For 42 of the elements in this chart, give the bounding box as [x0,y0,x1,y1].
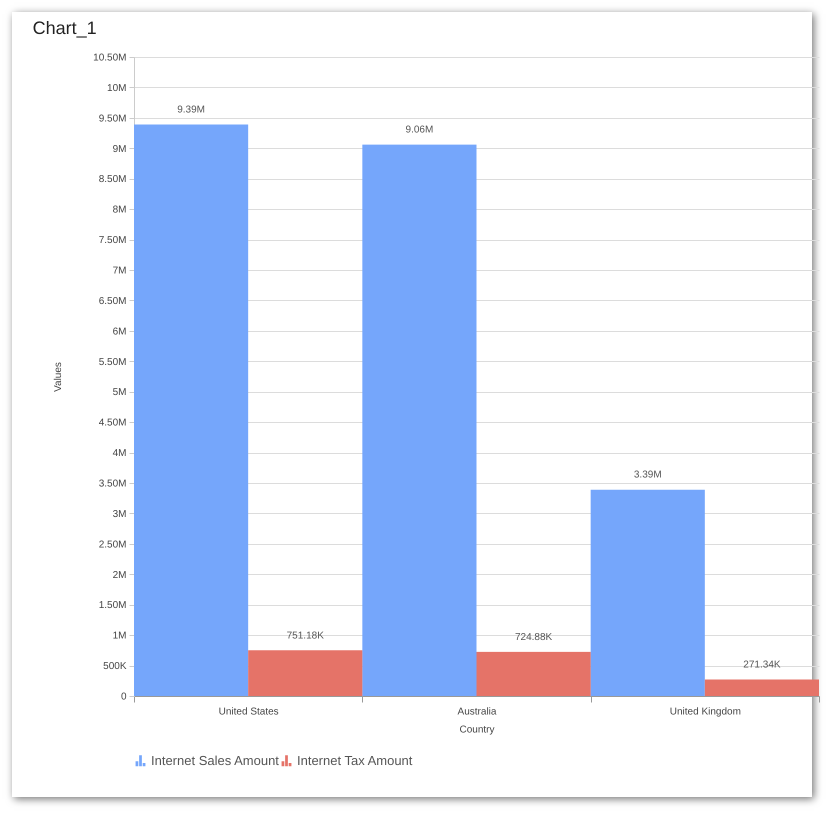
legend-label: Internet Tax Amount [297,752,413,768]
chart-title: Chart_1 [32,18,97,38]
data-label: 9.39M [177,104,205,116]
data-label: 751.18K [286,630,324,642]
y-tick-label: 6M [112,326,126,338]
y-tick-label: 8M [112,204,126,216]
data-label: 271.34K [743,659,781,670]
y-tick-label: 2M [112,570,126,581]
bar [362,144,476,696]
y-tick-label: 2.50M [98,539,126,550]
x-tick-label: United States [218,706,279,718]
y-tick-label: 9M [112,144,126,155]
y-tick-label: 4M [112,448,126,460]
x-tick-label: United Kingdom [670,706,741,718]
y-axis-title: Values [53,362,64,392]
y-tick-label: 10M [107,82,126,94]
y-tick-label: 0 [120,692,127,702]
data-label: 724.88K [514,632,553,643]
y-tick-label: 7.50M [98,235,126,246]
x-axis-title: Country [459,724,495,736]
bar [590,490,705,696]
legend-label: Internet Sales Amount [151,752,280,768]
data-label: 9.06M [406,124,434,136]
y-tick-label: 3.50M [98,478,126,490]
y-tick-label: 500K [103,661,127,672]
y-tick-label: 1M [112,630,126,642]
x-tick-label: Australia [458,706,497,718]
y-tick-label: 9.50M [98,113,126,124]
y-tick-label: 4.50M [98,418,126,429]
y-tick-label: 6.50M [98,296,126,307]
bar [476,652,591,696]
bar [704,679,819,696]
bar [248,650,362,696]
y-tick-label: 5.50M [98,356,126,368]
y-tick-label: 8.50M [98,174,126,186]
y-tick-label: 7M [112,266,126,276]
data-label: 3.39M [634,470,662,481]
y-tick-label: 5M [112,387,126,398]
y-tick-label: 10.50M [93,52,126,64]
bar [134,124,248,696]
y-tick-label: 1.50M [98,600,126,612]
y-tick-label: 3M [112,508,126,520]
